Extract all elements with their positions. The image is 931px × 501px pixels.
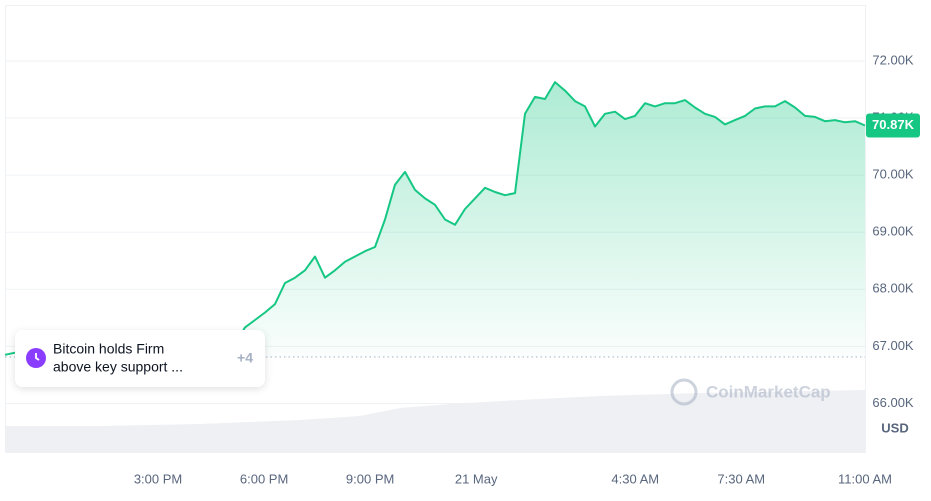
- x-tick-label: 21 May: [455, 471, 498, 486]
- y-tick-label: 68.00K: [872, 281, 914, 296]
- price-tag-label: 70.87K: [872, 117, 915, 132]
- x-tick-label: 4:30 AM: [611, 471, 659, 486]
- x-tick-label: 6:00 PM: [240, 471, 288, 486]
- price-tag: [866, 113, 920, 138]
- x-tick-label: 3:00 PM: [134, 471, 182, 486]
- news-more: +4: [237, 350, 253, 366]
- x-tick-label: 7:30 AM: [717, 471, 765, 486]
- watermark: CoinMarketCap: [670, 378, 831, 406]
- popup-box[interactable]: [15, 330, 265, 387]
- currency: USD: [881, 420, 908, 435]
- news-popup[interactable]: Bitcoin holds Firm above key support ...…: [15, 330, 265, 387]
- x-tick-label: 11:00 AM: [838, 471, 892, 486]
- y-tick-label: 69.00K: [872, 224, 914, 239]
- watermark-text: CoinMarketCap: [706, 382, 831, 401]
- price-area: [5, 82, 865, 357]
- volume-area: [5, 390, 865, 452]
- y-tick-label: 67.00K: [872, 338, 914, 353]
- y-tick-label: 72.00K: [872, 52, 914, 67]
- x-tick-label: 9:00 PM: [346, 471, 394, 486]
- y-tick-label: 66.00K: [872, 395, 914, 410]
- news-line: Bitcoin holds Firm: [53, 341, 164, 357]
- clock-hand: [35, 353, 40, 361]
- plot-frame: [5, 5, 866, 453]
- news-line: above key support ...: [53, 359, 183, 375]
- y-tick-label: 70.00K: [872, 167, 914, 182]
